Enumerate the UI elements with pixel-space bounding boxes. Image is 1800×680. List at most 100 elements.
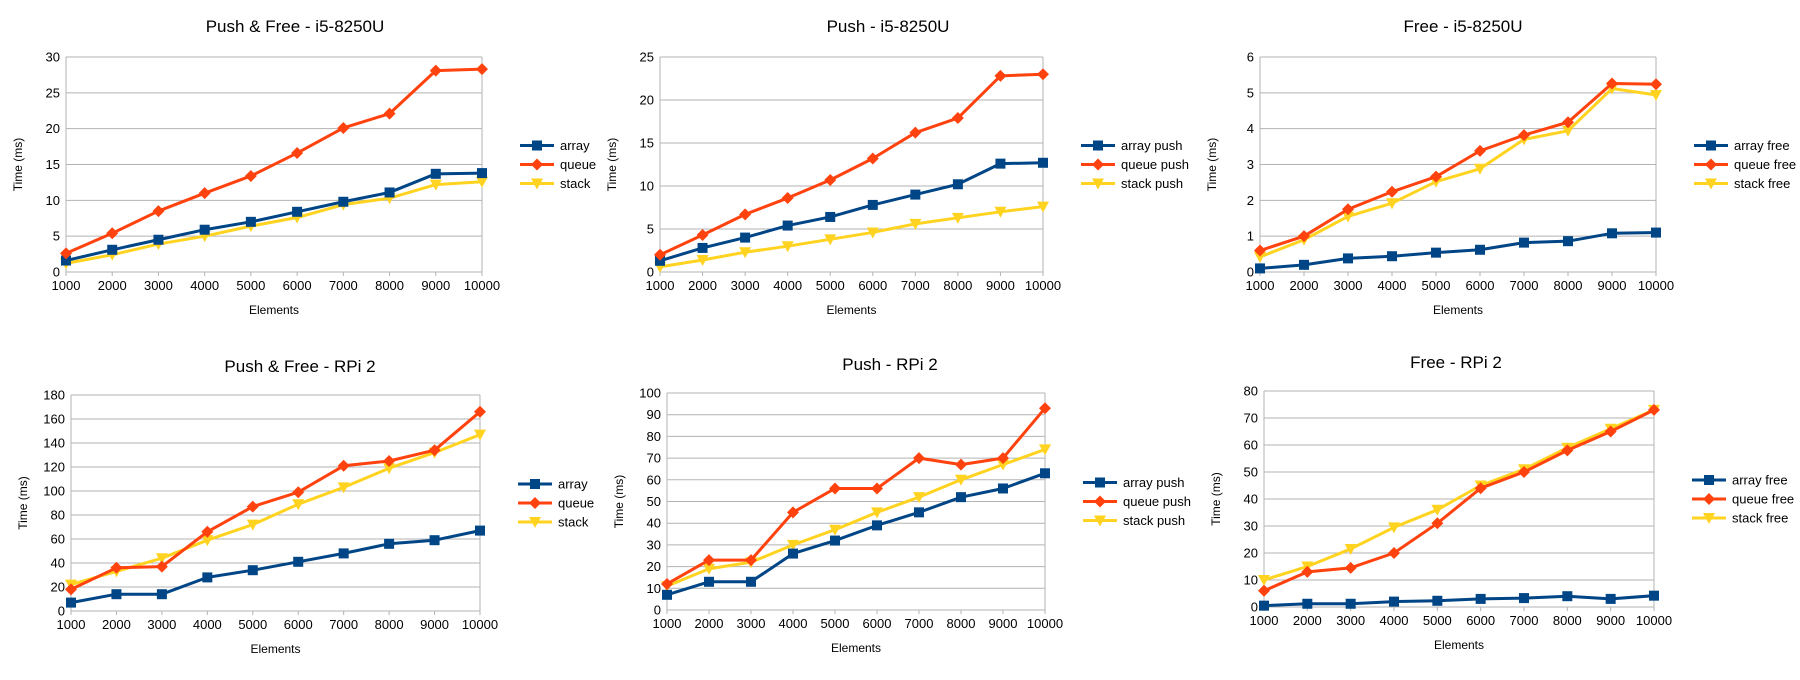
data-point-stack	[1037, 201, 1049, 213]
data-point-stack	[909, 218, 922, 230]
data-point-array	[1649, 590, 1659, 601]
x-tick-label: 6000	[858, 278, 887, 293]
y-tick-label: 80	[647, 429, 661, 444]
legend-label-stack: stack free	[1732, 511, 1788, 526]
x-tick-label: 8000	[947, 616, 976, 631]
y-tick-label: 40	[51, 556, 65, 571]
legend-marker-queue	[1092, 158, 1104, 171]
x-tick-label: 2000	[102, 617, 131, 632]
y-tick-label: 40	[647, 516, 661, 531]
y-tick-label: 0	[1247, 265, 1254, 280]
y-tick-label: 0	[53, 265, 60, 280]
data-point-queue	[696, 229, 709, 242]
x-tick-label: 7000	[1510, 278, 1539, 293]
data-point-array	[1302, 598, 1313, 609]
data-point-queue	[1650, 78, 1662, 91]
x-tick-label: 7000	[329, 617, 358, 632]
chart-4: Push & Free - RPi 2 0 20 40 60 80 100 120 140 160…	[16, 357, 594, 656]
x-tick-label: 10000	[1636, 613, 1672, 628]
data-point-queue	[951, 112, 964, 125]
legend-label-queue: queue free	[1734, 157, 1796, 172]
data-point-array	[1038, 157, 1048, 168]
y-tick-label: 2	[1247, 193, 1254, 208]
series-line-stack	[666, 448, 1046, 588]
data-point-array	[998, 483, 1008, 494]
x-axis-label: Elements	[831, 641, 881, 655]
x-tick-label: 1000	[52, 278, 81, 293]
data-point-array	[338, 196, 349, 207]
data-point-queue	[337, 121, 350, 134]
data-point-queue	[110, 561, 123, 574]
data-point-array	[740, 232, 751, 243]
series-line-queue	[666, 407, 1047, 586]
series-line-queue	[70, 410, 481, 591]
data-point-array	[1519, 593, 1529, 604]
data-point-queue	[1431, 517, 1444, 530]
data-point-array	[245, 216, 256, 227]
data-point-stack	[787, 539, 799, 551]
y-axis-label: Time (ms)	[605, 138, 619, 192]
series-line-array	[1259, 231, 1657, 270]
data-point-queue	[997, 452, 1009, 465]
y-tick-label: 5	[1247, 85, 1254, 100]
data-point-stack	[429, 179, 442, 191]
data-point-array	[956, 492, 966, 503]
data-point-array	[1475, 593, 1486, 604]
y-tick-label: 50	[647, 494, 661, 509]
chart-title: Free - i5-8250U	[1403, 17, 1522, 36]
data-point-stack	[913, 492, 925, 504]
y-tick-label: 20	[51, 580, 65, 595]
x-tick-label: 2000	[1293, 613, 1322, 628]
y-tick-label: 15	[46, 157, 60, 172]
x-tick-label: 4000	[779, 616, 808, 631]
legend-marker-stack	[1705, 178, 1717, 190]
legend-label-array: array push	[1121, 138, 1182, 153]
y-tick-label: 60	[51, 532, 65, 547]
chart-title: Push - RPi 2	[842, 355, 937, 374]
data-point-array	[111, 589, 122, 600]
x-tick-label: 5000	[1423, 613, 1452, 628]
data-point-stack	[781, 241, 794, 253]
y-tick-label: 30	[647, 537, 661, 552]
data-point-queue	[955, 458, 967, 471]
x-tick-label: 2000	[1290, 278, 1319, 293]
data-point-queue	[1474, 482, 1487, 495]
data-point-array	[1432, 595, 1443, 606]
x-tick-label: 6000	[1466, 278, 1495, 293]
data-point-array	[995, 158, 1006, 169]
data-point-stack	[246, 519, 259, 531]
data-point-array	[430, 168, 441, 179]
data-point-array	[429, 535, 440, 546]
data-point-stack	[476, 176, 488, 188]
data-point-stack	[1562, 125, 1574, 137]
data-point-array	[825, 211, 836, 222]
data-point-array	[872, 520, 882, 531]
data-point-stack	[1388, 522, 1400, 534]
y-axis-label: Time (ms)	[1205, 138, 1219, 192]
data-point-queue	[1301, 565, 1314, 578]
data-point-queue	[337, 459, 350, 472]
data-point-array	[1255, 263, 1265, 274]
data-point-array	[1605, 593, 1616, 604]
data-point-queue	[383, 107, 396, 120]
x-tick-label: 2000	[695, 616, 724, 631]
chart-3: Free - i5-8250U 0 1 2 3 4 5 6 1000 2000 3000 4000 50…	[1205, 17, 1796, 317]
y-tick-label: 70	[647, 451, 661, 466]
x-tick-label: 8000	[943, 278, 972, 293]
legend-marker-queue	[1094, 495, 1106, 508]
data-point-queue	[198, 187, 211, 200]
x-tick-label: 4000	[193, 617, 222, 632]
data-point-stack	[696, 254, 709, 266]
legend-marker-stack	[531, 178, 543, 190]
data-point-array	[704, 576, 714, 587]
data-point-array	[1431, 247, 1441, 258]
x-tick-label: 10000	[462, 617, 498, 632]
chart-title: Push & Free - i5-8250U	[206, 17, 385, 36]
legend-marker-array	[1093, 140, 1103, 151]
chart-title: Push & Free - RPi 2	[224, 357, 375, 376]
data-point-array	[156, 589, 167, 600]
data-point-queue	[292, 486, 305, 499]
data-point-queue	[155, 560, 168, 573]
data-point-array	[952, 179, 963, 190]
